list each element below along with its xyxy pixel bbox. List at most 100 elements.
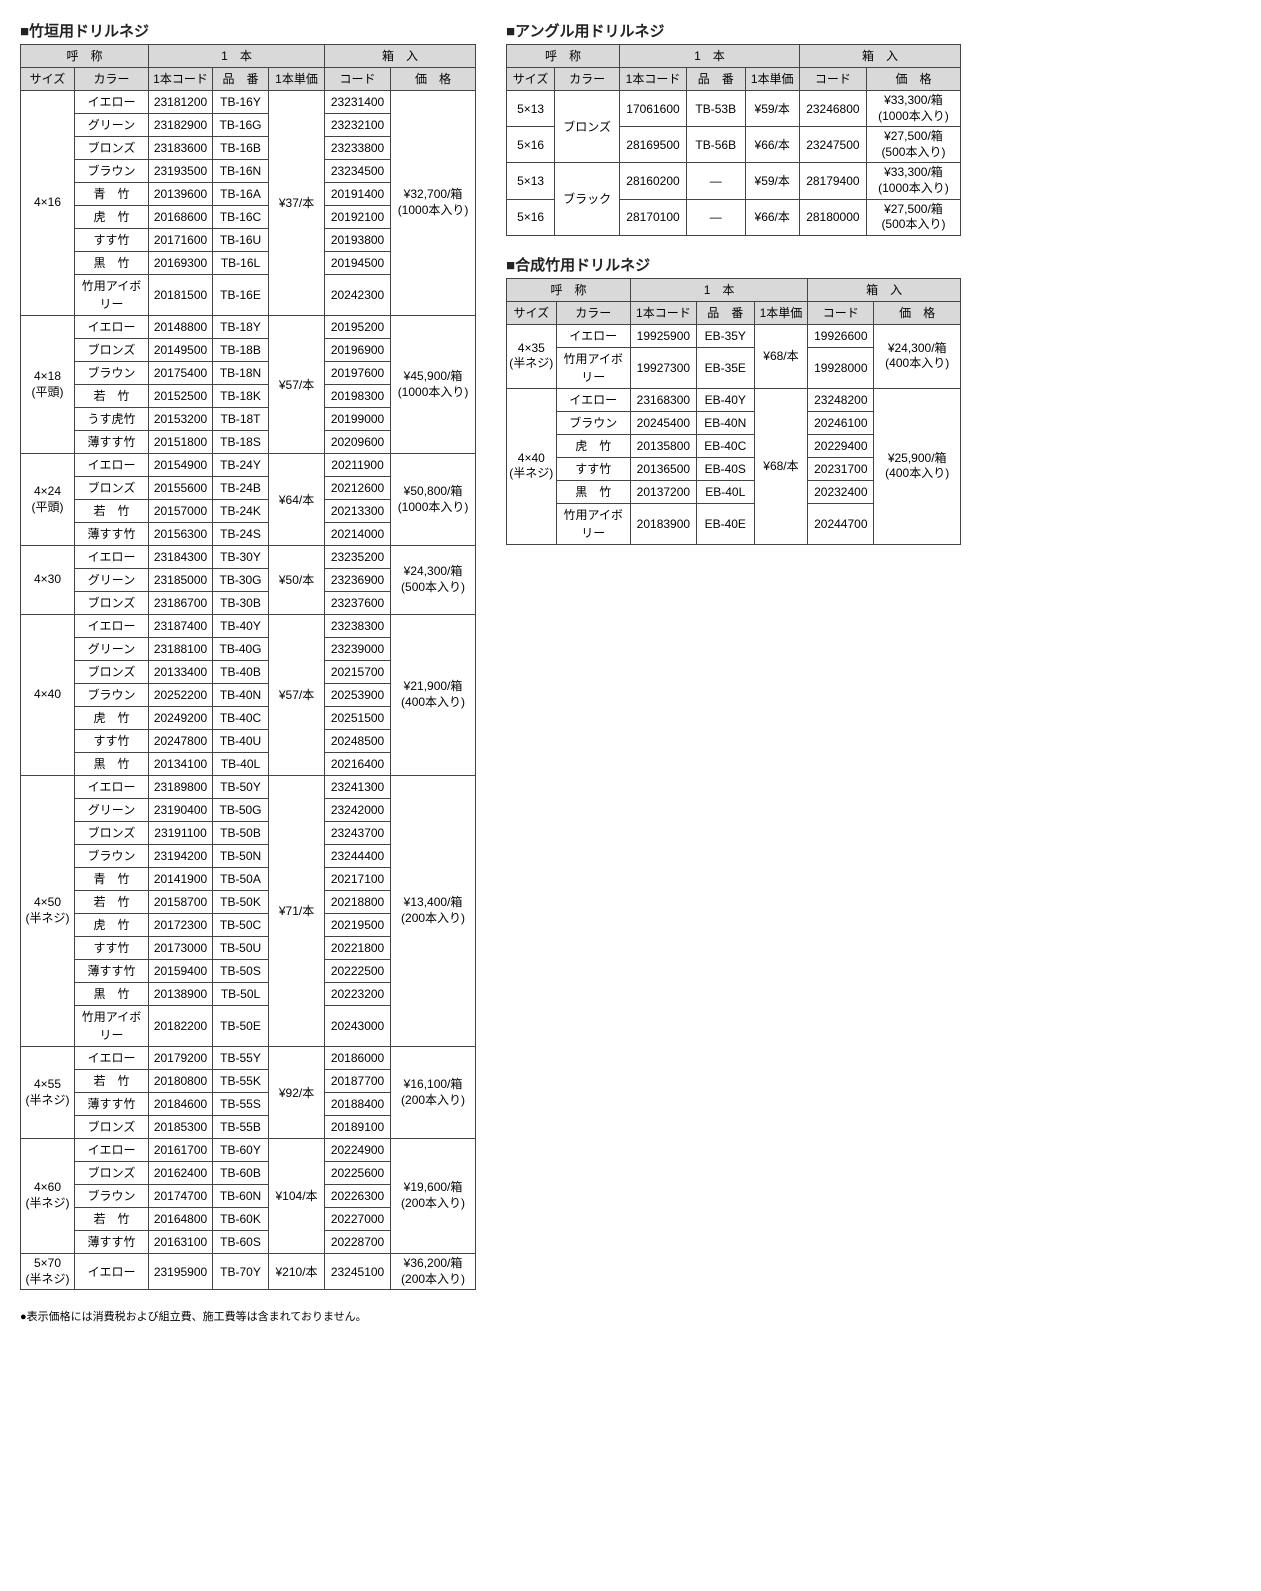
cell: 23186700	[149, 592, 213, 615]
cell: 20219500	[325, 914, 391, 937]
cell: 20209600	[325, 431, 391, 454]
cell: EB-40N	[696, 411, 754, 434]
cell: ¥32,700/箱(1000本入り)	[391, 91, 476, 316]
cell: 20157000	[149, 500, 213, 523]
cell: EB-35Y	[696, 324, 754, 347]
footnote: ●表示価格には消費税および組立費、施工費等は含まれておりません。	[20, 1308, 476, 1324]
table-row: 4×40イエロー23187400TB-40Y¥57/本23238300¥21,9…	[21, 615, 476, 638]
cell: 20229400	[808, 434, 874, 457]
cell: EB-35E	[696, 347, 754, 388]
cell: TB-50E	[213, 1006, 269, 1047]
cell: 20159400	[149, 960, 213, 983]
cell: ¥19,600/箱(200本入り)	[391, 1139, 476, 1254]
cell: ¥59/本	[745, 163, 799, 199]
cell: TB-40B	[213, 661, 269, 684]
table-row: 5×13ブラック28160200—¥59/本28179400¥33,300/箱(…	[507, 163, 961, 199]
cell: 20169300	[149, 252, 213, 275]
cell: —	[686, 199, 745, 235]
cell: 20221800	[325, 937, 391, 960]
column-header: カラー	[556, 301, 630, 324]
table-3: 呼 称1 本箱 入サイズカラー1本コード品 番1本単価コード価 格4×35(半ネ…	[506, 278, 961, 545]
cell: 23168300	[630, 388, 696, 411]
cell: TB-24S	[213, 523, 269, 546]
table-row: 5×70(半ネジ)イエロー23195900TB-70Y¥210/本2324510…	[21, 1254, 476, 1290]
cell: 4×30	[21, 546, 75, 615]
cell: 20135800	[630, 434, 696, 457]
cell: TB-53B	[686, 91, 745, 127]
cell: ¥37/本	[269, 91, 325, 316]
cell: TB-18K	[213, 385, 269, 408]
cell: イエロー	[75, 776, 149, 799]
cell: TB-60N	[213, 1185, 269, 1208]
cell: 20151800	[149, 431, 213, 454]
cell: TB-30G	[213, 569, 269, 592]
cell: 20184600	[149, 1093, 213, 1116]
cell: ¥21,900/箱(400本入り)	[391, 615, 476, 776]
column-header: サイズ	[507, 68, 555, 91]
cell: 20192100	[325, 206, 391, 229]
column-header: 品 番	[686, 68, 745, 91]
cell: ブロンズ	[555, 91, 620, 163]
cell: ¥57/本	[269, 615, 325, 776]
table-row: 4×18(平頭)イエロー20148800TB-18Y¥57/本20195200¥…	[21, 316, 476, 339]
cell: 23188100	[149, 638, 213, 661]
cell: TB-40C	[213, 707, 269, 730]
cell: 20245400	[630, 411, 696, 434]
cell: 20227000	[325, 1208, 391, 1231]
cell: イエロー	[75, 454, 149, 477]
cell: イエロー	[75, 1254, 149, 1290]
cell: 23185000	[149, 569, 213, 592]
cell: 5×13	[507, 91, 555, 127]
cell: うす虎竹	[75, 408, 149, 431]
column-header: 1 本	[149, 45, 325, 68]
table-row: 5×13ブロンズ17061600TB-53B¥59/本23246800¥33,3…	[507, 91, 961, 127]
cell: 20194500	[325, 252, 391, 275]
cell: ¥66/本	[745, 127, 799, 163]
cell: イエロー	[75, 316, 149, 339]
column-header: 品 番	[213, 68, 269, 91]
column-header: 箱 入	[325, 45, 476, 68]
cell: 4×55(半ネジ)	[21, 1047, 75, 1139]
table-row: 4×50(半ネジ)イエロー23189800TB-50Y¥71/本23241300…	[21, 776, 476, 799]
cell: 20180800	[149, 1070, 213, 1093]
cell: 20133400	[149, 661, 213, 684]
cell: 20136500	[630, 457, 696, 480]
table-row: 4×40(半ネジ)イエロー23168300EB-40Y¥68/本23248200…	[507, 388, 961, 411]
table-row: 4×35(半ネジ)イエロー19925900EB-35Y¥68/本19926600…	[507, 324, 961, 347]
table-row: 4×30イエロー23184300TB-30Y¥50/本23235200¥24,3…	[21, 546, 476, 569]
cell: TB-16A	[213, 183, 269, 206]
cell: ブラウン	[75, 362, 149, 385]
cell: 19928000	[808, 347, 874, 388]
cell: TB-24B	[213, 477, 269, 500]
cell: 20242300	[325, 275, 391, 316]
cell: 20161700	[149, 1139, 213, 1162]
cell: TB-16U	[213, 229, 269, 252]
cell: 20251500	[325, 707, 391, 730]
cell: 28180000	[799, 199, 866, 235]
cell: 4×40(半ネジ)	[507, 388, 557, 544]
cell: 23242000	[325, 799, 391, 822]
cell: 20156300	[149, 523, 213, 546]
cell: TB-55K	[213, 1070, 269, 1093]
cell: 23233800	[325, 137, 391, 160]
cell: 20188400	[325, 1093, 391, 1116]
cell: TB-18N	[213, 362, 269, 385]
cell: 竹用アイボリー	[75, 1006, 149, 1047]
cell: 20211900	[325, 454, 391, 477]
cell: 23181200	[149, 91, 213, 114]
cell: ¥27,500/箱(500本入り)	[866, 127, 960, 163]
cell: グリーン	[75, 638, 149, 661]
cell: 20196900	[325, 339, 391, 362]
column-header: 1本単価	[269, 68, 325, 91]
cell: 23246800	[799, 91, 866, 127]
cell: TB-16C	[213, 206, 269, 229]
table-row: 4×60(半ネジ)イエロー20161700TB-60Y¥104/本2022490…	[21, 1139, 476, 1162]
cell: 青 竹	[75, 868, 149, 891]
cell: 20148800	[149, 316, 213, 339]
cell: ブロンズ	[75, 137, 149, 160]
cell: ¥50,800/箱(1000本入り)	[391, 454, 476, 546]
cell: 23193500	[149, 160, 213, 183]
cell: TB-16N	[213, 160, 269, 183]
cell: ¥13,400/箱(200本入り)	[391, 776, 476, 1047]
cell: 20191400	[325, 183, 391, 206]
